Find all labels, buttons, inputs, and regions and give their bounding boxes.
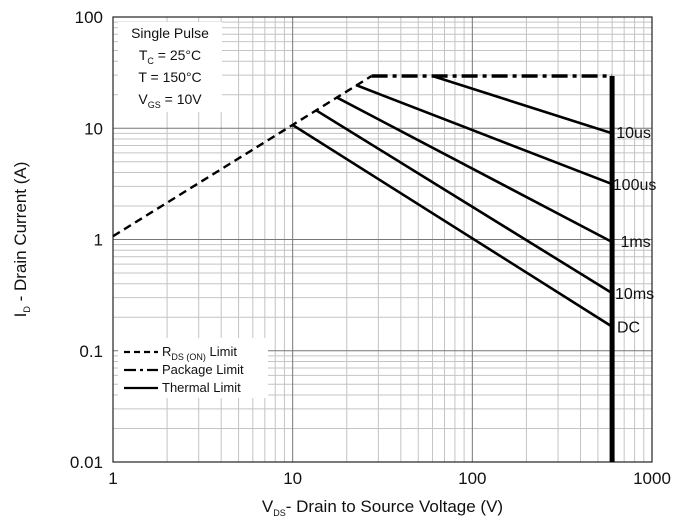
series-line bbox=[335, 96, 613, 244]
legend-label: Thermal Limit bbox=[162, 380, 241, 395]
series-line bbox=[432, 74, 613, 135]
y-tick-label: 1 bbox=[94, 231, 103, 250]
plot-frame bbox=[112, 16, 653, 463]
curve-label: 10us bbox=[616, 125, 651, 142]
x-tick-label: 100 bbox=[458, 469, 486, 488]
conditions-box bbox=[118, 22, 222, 112]
x-axis-label: VDS- Drain to Source Voltage (V) bbox=[262, 497, 503, 518]
x-tick-label: 10 bbox=[283, 469, 302, 488]
grid bbox=[113, 17, 652, 462]
series-line bbox=[292, 123, 613, 328]
y-tick-label: 10 bbox=[84, 119, 103, 138]
conditions-title: Single Pulse bbox=[131, 25, 209, 41]
curve-label: DC bbox=[617, 320, 640, 337]
series-line bbox=[315, 109, 613, 295]
condition-vgs: VGS = 10V bbox=[138, 91, 202, 110]
condition-tc: TC = 25°C bbox=[139, 47, 201, 66]
condition-t: T = 150°C bbox=[138, 69, 201, 85]
x-tick-label: 1 bbox=[108, 469, 117, 488]
curve-label: 100us bbox=[613, 177, 657, 194]
legend-label: Package Limit bbox=[162, 362, 244, 377]
y-tick-label: 0.1 bbox=[79, 342, 103, 361]
x-tick-label: 1000 bbox=[633, 469, 671, 488]
y-tick-label: 100 bbox=[75, 8, 103, 27]
series-line bbox=[355, 83, 613, 186]
legend-label: RDS (ON) Limit bbox=[162, 344, 237, 362]
series-line bbox=[112, 74, 373, 238]
curve-label: 1ms bbox=[620, 234, 650, 251]
curve-label: 10ms bbox=[615, 286, 654, 303]
y-tick-label: 0.01 bbox=[70, 453, 103, 472]
y-axis-label: ID - Drain Current (A) bbox=[11, 162, 32, 318]
